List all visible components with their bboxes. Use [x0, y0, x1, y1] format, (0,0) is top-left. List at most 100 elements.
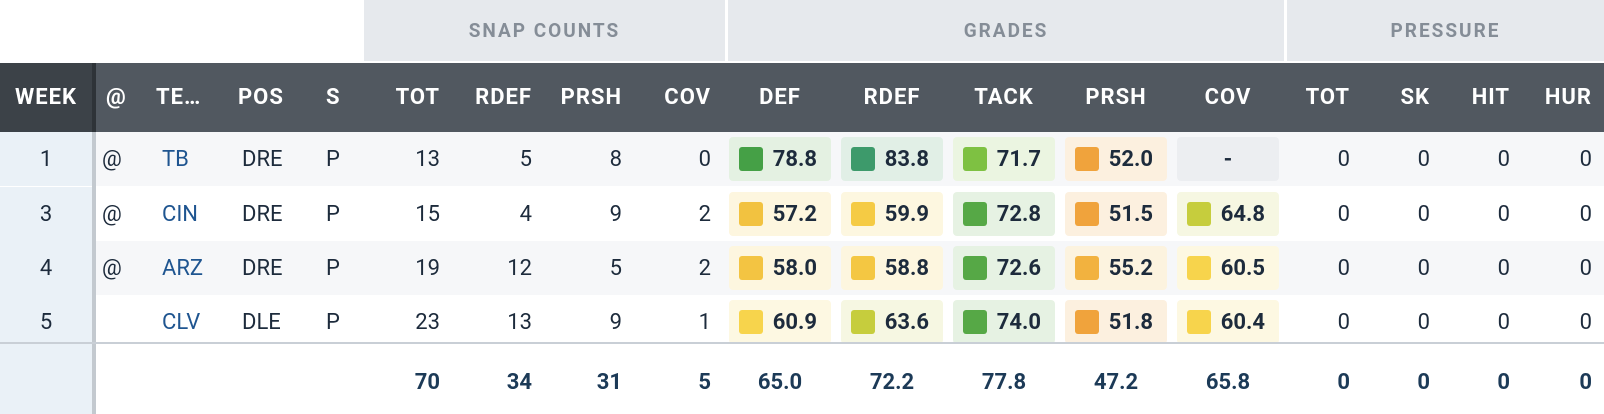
- grade-cell-def: 57.2: [729, 192, 831, 236]
- grade-value: 52.0: [1108, 146, 1153, 172]
- cell-pressure-hur: 0: [1579, 146, 1592, 172]
- grade-value: 64.8: [1220, 201, 1265, 227]
- cell-pressure-hur: 0: [1579, 309, 1592, 335]
- col-header-grade-def[interactable]: DEF: [728, 63, 832, 132]
- grade-value: 60.4: [1220, 309, 1265, 335]
- grade-color-swatch: [851, 202, 875, 226]
- grade-value: 58.0: [772, 255, 817, 281]
- col-header-pressure-tot[interactable]: TOT: [1287, 63, 1364, 132]
- grade-cell-prsh: 55.2: [1065, 246, 1167, 290]
- cell-cov: 0: [698, 146, 711, 172]
- cell-pressure-hur: 0: [1579, 201, 1592, 227]
- cell-s: P: [326, 309, 340, 335]
- cell-rdef: 13: [507, 309, 532, 335]
- grade-value: 51.5: [1108, 201, 1153, 227]
- cell-s: P: [326, 146, 340, 172]
- cell-pressure-hit: 0: [1497, 146, 1510, 172]
- cell-pressure-sk: 0: [1417, 201, 1430, 227]
- col-header-grade-cov[interactable]: COV: [1176, 63, 1280, 132]
- cell-team[interactable]: CLV: [162, 309, 201, 335]
- grade-cell-rdef: 59.9: [841, 192, 943, 236]
- cell-pressure-tot: 0: [1337, 146, 1350, 172]
- grade-color-swatch: [739, 202, 763, 226]
- cell-pressure-tot: 0: [1337, 255, 1350, 281]
- grade-value: 72.6: [996, 255, 1041, 281]
- total-grade-rdef: 72.2: [869, 369, 915, 395]
- grade-cell-rdef: 83.8: [841, 137, 943, 181]
- grade-color-swatch: [963, 256, 987, 280]
- cell-rdef: 4: [519, 201, 532, 227]
- grade-color-swatch: [1187, 256, 1211, 280]
- total-pressure-tot: 0: [1337, 369, 1350, 395]
- col-header-pressure-sk[interactable]: SK: [1364, 63, 1444, 132]
- cell-rdef: 5: [519, 146, 532, 172]
- col-header-prsh[interactable]: PRSH: [546, 63, 636, 132]
- col-header-grade-tack[interactable]: TACK: [952, 63, 1056, 132]
- col-header-at[interactable]: @: [102, 63, 136, 132]
- group-header-grades: GRADES: [728, 0, 1284, 61]
- grade-color-swatch: [1075, 147, 1099, 171]
- grade-cell-cov: 64.8: [1177, 192, 1279, 236]
- cell-tot: 15: [415, 201, 440, 227]
- cell-prsh: 9: [609, 309, 622, 335]
- cell-tot: 13: [415, 146, 440, 172]
- grade-color-swatch: [851, 147, 875, 171]
- cell-at: [102, 295, 136, 349]
- col-header-team[interactable]: TE…: [152, 63, 222, 132]
- col-header-s[interactable]: S: [322, 63, 352, 132]
- cell-team[interactable]: CIN: [162, 201, 198, 227]
- total-pressure-sk: 0: [1417, 369, 1430, 395]
- grade-color-swatch: [1187, 310, 1211, 334]
- grade-color-swatch: [963, 147, 987, 171]
- cell-prsh: 5: [609, 255, 622, 281]
- cell-cov: 2: [698, 255, 711, 281]
- total-rdef: 34: [506, 369, 532, 395]
- col-header-tot[interactable]: TOT: [364, 63, 454, 132]
- cell-pos: DRE: [242, 255, 283, 281]
- col-header-rdef[interactable]: RDEF: [454, 63, 546, 132]
- total-grade-cov: 65.8: [1205, 369, 1251, 395]
- grade-value: 51.8: [1108, 309, 1153, 335]
- grade-color-swatch: [739, 147, 763, 171]
- cell-cov: 2: [698, 201, 711, 227]
- grade-value: 58.8: [884, 255, 929, 281]
- cell-pos: DLE: [242, 309, 281, 335]
- cell-team[interactable]: TB: [162, 146, 189, 172]
- cell-week: 5: [0, 295, 92, 349]
- col-header-pos[interactable]: POS: [234, 63, 304, 132]
- grade-cell-tack: 72.6: [953, 246, 1055, 290]
- grade-value: 57.2: [772, 201, 817, 227]
- grade-cell-prsh: 52.0: [1065, 137, 1167, 181]
- cell-team[interactable]: ARZ: [162, 255, 204, 281]
- col-header-grade-rdef[interactable]: RDEF: [840, 63, 944, 132]
- grade-value: 59.9: [884, 201, 929, 227]
- col-header-week[interactable]: WEEK: [0, 63, 92, 132]
- group-header-snap-counts: SNAP COUNTS: [364, 0, 725, 61]
- col-header-grade-prsh[interactable]: PRSH: [1064, 63, 1168, 132]
- total-pressure-hur: 0: [1579, 369, 1592, 395]
- grade-color-swatch: [1187, 202, 1211, 226]
- grade-cell-cov: 60.5: [1177, 246, 1279, 290]
- cell-tot: 23: [415, 309, 440, 335]
- grade-cell-tack: 71.7: [953, 137, 1055, 181]
- cell-at: @: [102, 201, 122, 227]
- total-grade-tack: 77.8: [981, 369, 1027, 395]
- cell-s: P: [326, 255, 340, 281]
- grade-value: 60.9: [772, 309, 817, 335]
- cell-s: P: [326, 201, 340, 227]
- grade-value: 83.8: [884, 146, 929, 172]
- col-header-pressure-hit[interactable]: HIT: [1444, 63, 1524, 132]
- cell-prsh: 9: [609, 201, 622, 227]
- cell-at: @: [102, 255, 122, 281]
- col-header-pressure-hur[interactable]: HUR: [1524, 63, 1604, 132]
- cell-pos: DRE: [242, 201, 283, 227]
- grade-color-swatch: [1075, 256, 1099, 280]
- grade-value: 74.0: [996, 309, 1041, 335]
- grade-color-swatch: [739, 310, 763, 334]
- col-header-cov[interactable]: COV: [636, 63, 725, 132]
- total-tot: 70: [414, 369, 440, 395]
- grade-cell-rdef: 63.6: [841, 300, 943, 344]
- grade-value: 72.8: [996, 201, 1041, 227]
- cell-week: 4: [0, 241, 92, 295]
